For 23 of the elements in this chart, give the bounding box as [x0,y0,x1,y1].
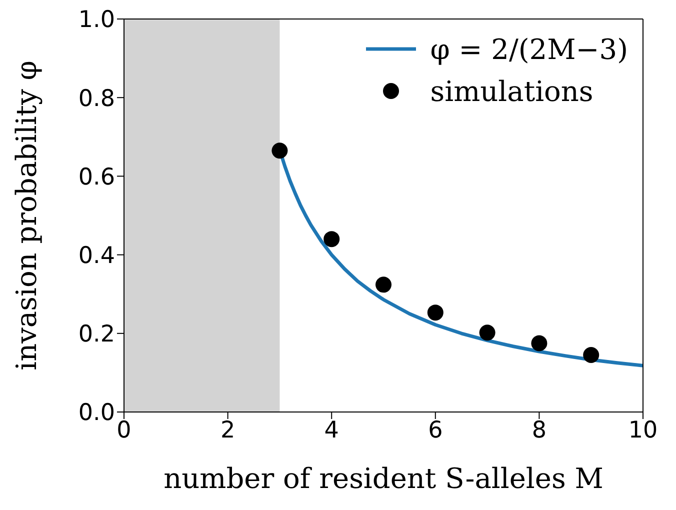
y-axis-title: invasion probability φ [10,60,43,370]
y-tick-label: 0.2 [78,322,115,348]
x-tick-label: 10 [628,417,658,444]
y-tick-label: 0.6 [78,164,115,190]
x-tick-label: 4 [324,417,339,444]
point [479,324,496,341]
point [427,304,444,321]
legend-label: φ = 2/(2M−3) [430,32,628,66]
legend-label: simulations [430,74,594,108]
y-tick-label: 0.4 [78,242,115,269]
point [531,335,548,352]
y-tick-label: 1.0 [78,7,115,34]
x-axis-title: number of resident S-alleles M [164,462,604,495]
point [583,347,600,364]
y-tick-label: 0.0 [78,400,115,426]
y-tick-label: 0.8 [78,86,115,112]
point [376,276,392,293]
x-tick-label: 2 [220,417,236,444]
point [272,142,288,159]
x-tick-label: 0 [116,417,132,444]
point [324,231,340,248]
x-tick-label: 6 [428,417,443,444]
x-tick-label: 8 [532,417,547,444]
